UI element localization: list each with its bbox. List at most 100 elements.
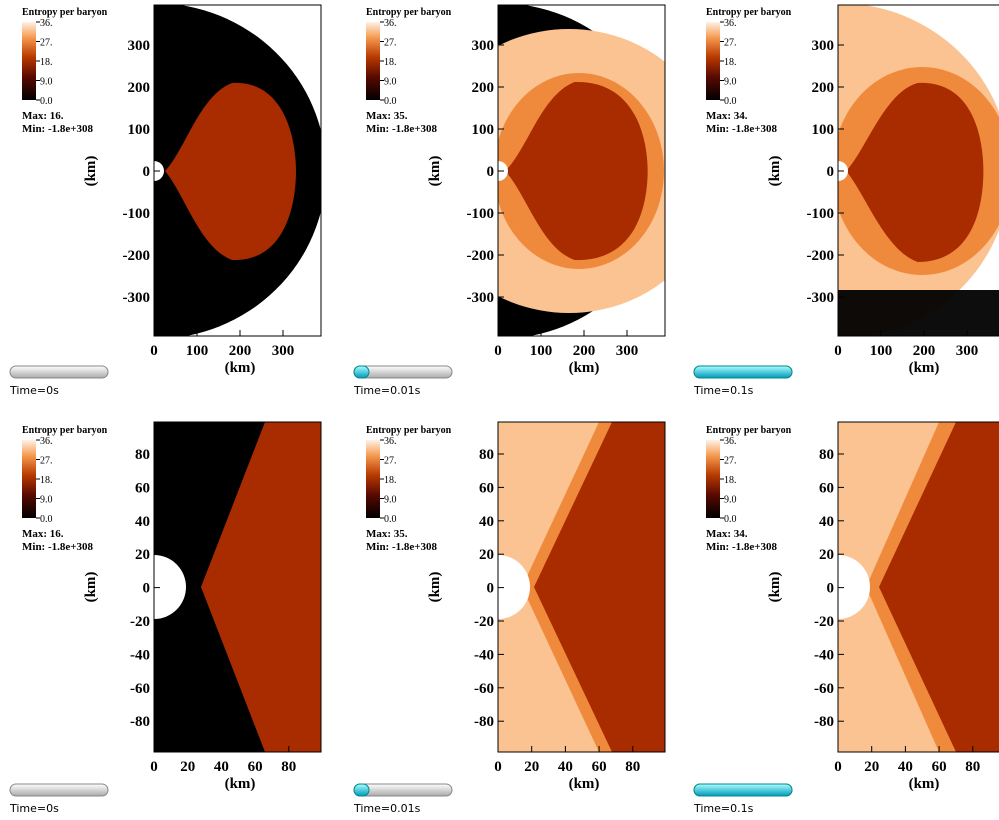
y-axis-label: (km)	[427, 572, 443, 603]
x-tick-label: 20	[864, 759, 879, 775]
colorbar-label: 27.	[384, 38, 397, 49]
x-tick-label: 20	[524, 759, 539, 775]
x-tick-label: 60	[248, 759, 263, 775]
y-tick-label: -100	[807, 206, 835, 222]
field-shape	[498, 555, 530, 619]
plot-field	[154, 5, 321, 336]
max-label: Max: 16.	[22, 110, 64, 122]
x-tick-label: 200	[229, 343, 252, 359]
y-tick-label: 60	[819, 480, 834, 496]
field-shape	[838, 290, 999, 336]
colorbar-label: 27.	[40, 38, 53, 49]
legend-title: Entropy per baryon	[366, 425, 452, 436]
field-shape	[534, 422, 665, 752]
y-tick-label: -80	[130, 714, 150, 730]
x-axis-label: (km)	[225, 360, 256, 376]
plot-field	[498, 5, 665, 336]
colorbar-label: 9.0	[724, 495, 737, 506]
min-label: Min: -1.8e+308	[366, 541, 438, 553]
y-tick-label: -20	[474, 614, 494, 630]
x-tick-label: 0	[494, 343, 502, 359]
y-tick-label: 80	[819, 447, 834, 463]
x-tick-label: 60	[932, 759, 947, 775]
time-label: Time=0.01s	[353, 802, 421, 815]
x-tick-label: 100	[870, 343, 893, 359]
colorbar-label: 18.	[40, 57, 53, 68]
time-slider-fill	[353, 783, 370, 797]
y-tick-label: -300	[807, 290, 835, 306]
plot-frame	[497, 421, 666, 753]
x-tick-label: 0	[150, 759, 158, 775]
max-label: Max: 35.	[366, 528, 408, 540]
y-axis-label: (km)	[767, 572, 783, 603]
plot-field	[154, 422, 321, 752]
colorbar-label: 27.	[40, 456, 53, 467]
time-slider	[9, 783, 109, 797]
y-tick-label: -300	[467, 290, 495, 306]
y-tick-label: -60	[474, 681, 494, 697]
colorbar	[706, 22, 720, 100]
y-tick-label: -60	[130, 681, 150, 697]
x-tick-label: 300	[272, 343, 295, 359]
y-tick-label: -80	[474, 714, 494, 730]
y-tick-label: 80	[479, 447, 494, 463]
x-tick-label: 200	[573, 343, 596, 359]
y-tick-label: 60	[479, 480, 494, 496]
colorbar-label: 36.	[40, 18, 53, 29]
colorbar-label: 9.0	[40, 77, 53, 88]
plot-frame	[153, 421, 322, 753]
time-slider	[9, 365, 109, 379]
y-tick-label: 20	[819, 547, 834, 563]
x-axis-label: (km)	[225, 776, 256, 792]
y-tick-label: -100	[123, 206, 151, 222]
legend-title: Entropy per baryon	[22, 425, 108, 436]
min-label: Min: -1.8e+308	[706, 123, 778, 135]
colorbar-label: 0.0	[40, 514, 53, 525]
min-label: Min: -1.8e+308	[366, 123, 438, 135]
y-tick-label: 20	[135, 547, 150, 563]
plot-field	[498, 422, 665, 752]
x-axis-label: (km)	[569, 776, 600, 792]
colorbar-label: 18.	[40, 475, 53, 486]
colorbar-label: 9.0	[384, 495, 397, 506]
field-shape	[154, 555, 186, 619]
colorbar-label: 18.	[724, 475, 737, 486]
y-tick-label: 0	[143, 581, 151, 597]
y-tick-label: 40	[819, 514, 834, 530]
colorbar-label: 27.	[724, 456, 737, 467]
max-label: Max: 35.	[366, 110, 408, 122]
y-tick-label: 40	[135, 514, 150, 530]
min-label: Min: -1.8e+308	[22, 541, 94, 553]
x-tick-label: 40	[214, 759, 229, 775]
colorbar	[22, 22, 36, 100]
x-tick-label: 40	[558, 759, 573, 775]
colorbar-label: 0.0	[724, 514, 737, 525]
colorbar	[706, 440, 720, 518]
max-label: Max: 34.	[706, 528, 748, 540]
colorbar-label: 36.	[384, 18, 397, 29]
y-tick-label: -60	[814, 681, 834, 697]
colorbar-label: 36.	[40, 436, 53, 447]
y-tick-label: 100	[128, 122, 151, 138]
y-tick-label: -200	[467, 248, 495, 264]
x-tick-label: 0	[494, 759, 502, 775]
y-tick-label: 0	[487, 581, 495, 597]
y-tick-label: -100	[467, 206, 495, 222]
legend-title: Entropy per baryon	[706, 425, 792, 436]
y-tick-label: -200	[123, 248, 151, 264]
x-tick-label: 100	[530, 343, 553, 359]
colorbar-label: 0.0	[384, 514, 397, 525]
x-tick-label: 40	[898, 759, 913, 775]
x-tick-label: 60	[592, 759, 607, 775]
y-tick-label: 300	[128, 38, 151, 54]
x-tick-label: 80	[625, 759, 640, 775]
y-tick-label: 200	[472, 80, 495, 96]
colorbar-label: 0.0	[40, 96, 53, 107]
x-tick-label: 200	[913, 343, 936, 359]
time-label: Time=0.1s	[693, 802, 754, 815]
x-axis-label: (km)	[569, 360, 600, 376]
